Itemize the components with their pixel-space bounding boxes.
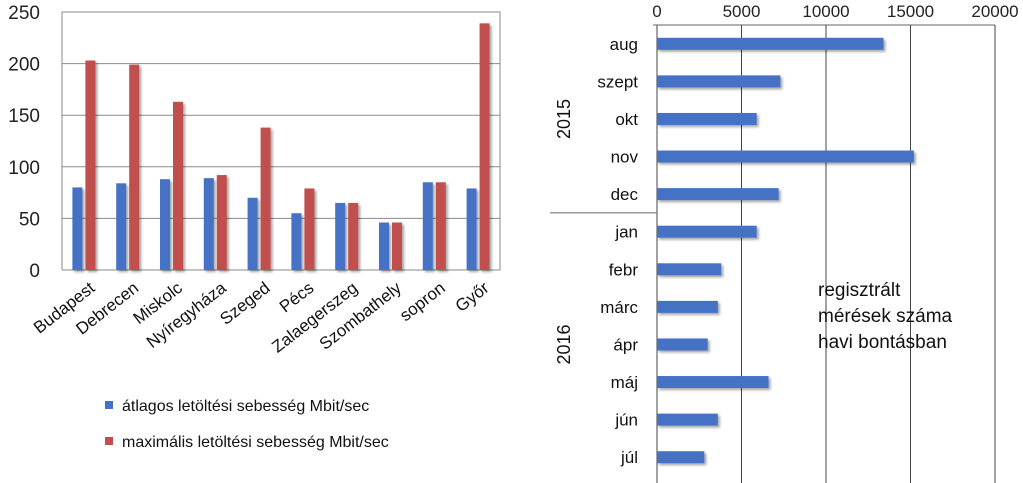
annotation-line: havi bontásban	[818, 332, 947, 353]
bar-month	[657, 112, 757, 125]
x-tick-label: 10000	[802, 2, 849, 21]
x-tick-label: 0	[652, 2, 661, 21]
bar-month	[657, 37, 884, 50]
bar-avg	[203, 178, 214, 270]
legend-label: átlagos letöltési sebesség Mbit/sec	[122, 398, 369, 415]
x-tick-label: 15000	[887, 2, 934, 21]
bar-month	[657, 188, 779, 201]
bar-avg	[116, 183, 127, 270]
y-tick-label: 0	[29, 261, 40, 282]
y-tick-label: márc	[600, 298, 638, 317]
bar-month	[657, 338, 708, 351]
y-tick-label: 50	[19, 209, 40, 230]
bar-max	[173, 101, 183, 270]
y-tick-label: 200	[8, 55, 40, 76]
y-tick-label: dec	[611, 185, 639, 204]
y-tick-label: 150	[8, 106, 40, 127]
bar-avg	[291, 213, 302, 270]
x-tick-label: 5000	[723, 2, 761, 21]
y-tick-label: aug	[610, 35, 638, 54]
bar-max	[479, 23, 490, 270]
annotation-line: regisztrált	[818, 280, 901, 301]
bar-avg	[422, 182, 433, 270]
y-tick-label: okt	[615, 110, 638, 129]
bar-max	[129, 64, 140, 271]
monthly-measurements-chart: 0 5000 10000 15000 20000 aug szept okt nov dec jan…	[550, 2, 1019, 483]
bar-month	[657, 225, 757, 238]
legend-swatch	[105, 437, 113, 445]
bar-month	[657, 75, 781, 88]
bar-max	[260, 127, 271, 270]
bar-max	[348, 202, 359, 270]
bar-month	[657, 300, 718, 313]
y-tick-label: szept	[597, 72, 638, 91]
x-tick-label: Szeged	[216, 278, 273, 328]
bar-max	[435, 182, 446, 270]
bar-avg	[466, 188, 477, 270]
x-tick-label: sopron	[396, 278, 449, 325]
bar-avg	[335, 202, 346, 270]
annotation-line: mérések száma	[818, 306, 953, 327]
y-tick-label: nov	[611, 148, 639, 167]
bar-max	[85, 60, 96, 271]
bar-month	[657, 376, 769, 389]
year-label: 2015	[554, 99, 574, 139]
city-speed-chart: 050100150200250BudapestDebrecenMiskolcNy…	[8, 3, 501, 451]
bar-month	[657, 413, 718, 426]
y-tick-label: 100	[8, 158, 40, 179]
x-tick-label: Győr	[452, 278, 493, 316]
y-tick-label: jún	[614, 411, 638, 430]
bar-month	[657, 263, 722, 276]
y-tick-label: júl	[620, 448, 638, 467]
bar-avg	[379, 222, 389, 270]
bar-max	[304, 188, 315, 270]
year-label: 2016	[554, 324, 574, 364]
bar-month	[657, 451, 705, 464]
y-tick-label: ápr	[613, 335, 638, 354]
bar-max	[216, 175, 227, 270]
legend-label: maximális letöltési sebesség Mbit/sec	[122, 434, 389, 451]
y-tick-label: 250	[8, 3, 40, 24]
y-tick-label: febr	[609, 260, 639, 279]
y-tick-label: jan	[614, 223, 638, 242]
bar-max	[392, 222, 402, 270]
bar-avg	[72, 187, 83, 270]
y-tick-label: máj	[611, 373, 638, 392]
bar-avg	[247, 197, 258, 270]
legend-swatch	[105, 401, 113, 409]
bar-avg	[160, 179, 170, 270]
bar-month	[657, 150, 914, 163]
x-tick-label: 20000	[971, 2, 1018, 21]
